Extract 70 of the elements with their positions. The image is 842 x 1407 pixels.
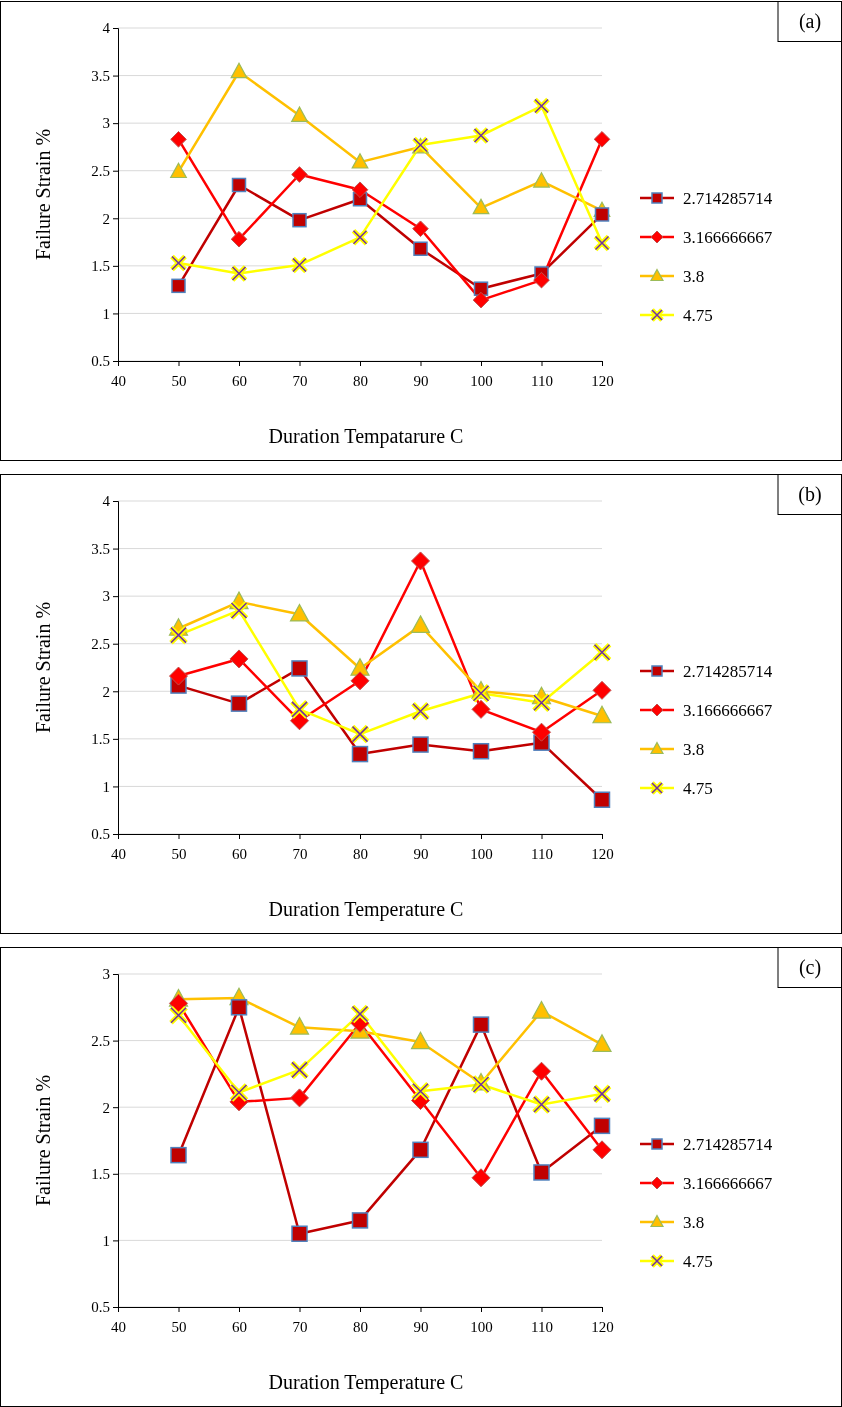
x-tick-label: 90 (413, 845, 429, 862)
legend-label: 3.8 (683, 267, 705, 286)
y-tick-label: 2 (102, 1099, 110, 1116)
legend-label: 2.714285714 (683, 189, 773, 208)
x-tick-label: 60 (232, 845, 247, 862)
y-tick-label: 0.5 (91, 353, 110, 370)
y-tick-label: 1 (102, 305, 110, 322)
x-tick-label: 80 (353, 845, 368, 862)
y-tick-label: 3.5 (91, 67, 110, 84)
y-tick-label: 1 (102, 778, 110, 795)
y-tick-label: 1.5 (91, 731, 110, 748)
x-tick-label: 40 (111, 1318, 126, 1335)
y-tick-label: 2 (102, 683, 110, 700)
y-tick-label: 3 (102, 588, 110, 605)
x-tick-label: 80 (353, 1318, 368, 1335)
text: (b) (798, 483, 822, 506)
y-axis-title: Failure Strain % (32, 1074, 54, 1207)
y-tick-label: 1 (102, 1232, 110, 1249)
legend-label: 2.714285714 (683, 1135, 773, 1154)
x-tick-label: 60 (232, 372, 247, 389)
y-tick-label: 3 (102, 115, 110, 132)
y-tick-label: 3 (102, 966, 110, 983)
y-tick-label: 2.5 (91, 163, 110, 180)
x-tick-label: 110 (531, 372, 553, 389)
x-tick-label: 90 (413, 1318, 429, 1335)
text: (c) (798, 956, 822, 979)
legend-label: 4.75 (683, 306, 713, 325)
x-tick-label: 80 (353, 372, 368, 389)
x-tick-label: 90 (413, 372, 429, 389)
x-tick-label: 40 (111, 372, 126, 389)
x-tick-label: 120 (591, 372, 614, 389)
text: (a) (798, 10, 822, 33)
legend-label: 4.75 (683, 1252, 713, 1271)
y-tick-label: 2 (102, 210, 110, 227)
y-tick-label: 1.5 (91, 258, 110, 275)
x-axis-title: Duration Tempatarure C (268, 425, 464, 448)
x-tick-label: 50 (171, 845, 187, 862)
legend-label: 3.166666667 (683, 701, 773, 720)
y-axis-title: Failure Strain % (32, 128, 54, 261)
x-tick-label: 70 (292, 845, 308, 862)
x-tick-label: 50 (171, 1318, 187, 1335)
x-tick-label: 50 (171, 372, 187, 389)
x-tick-label: 120 (591, 845, 614, 862)
legend-label: 3.8 (683, 1213, 705, 1232)
x-tick-label: 40 (111, 845, 126, 862)
legend-label: 3.8 (683, 740, 705, 759)
x-tick-label: 100 (470, 845, 493, 862)
x-axis-title: Duration Temperature C (268, 1371, 464, 1394)
x-tick-label: 110 (531, 845, 553, 862)
legend-label: 3.166666667 (683, 228, 773, 247)
y-tick-label: 1.5 (91, 1166, 110, 1183)
y-tick-label: 4 (102, 20, 111, 37)
x-tick-label: 70 (292, 1318, 308, 1335)
y-tick-label: 4 (102, 493, 111, 510)
y-tick-label: 3.5 (91, 540, 110, 557)
y-tick-label: 2.5 (91, 1032, 110, 1049)
x-tick-label: 120 (591, 1318, 614, 1335)
x-tick-label: 110 (531, 1318, 553, 1335)
legend-label: 2.714285714 (683, 662, 773, 681)
legend-label: 4.75 (683, 779, 713, 798)
y-tick-label: 2.5 (91, 636, 110, 653)
x-tick-label: 70 (292, 372, 308, 389)
legend-label: 3.166666667 (683, 1174, 773, 1193)
y-tick-label: 0.5 (91, 1299, 110, 1316)
x-tick-label: 100 (470, 1318, 493, 1335)
x-tick-label: 100 (470, 372, 493, 389)
x-tick-label: 60 (232, 1318, 247, 1335)
x-axis-title: Duration Temperature C (268, 898, 464, 921)
y-axis-title: Failure Strain % (32, 601, 54, 734)
y-tick-label: 0.5 (91, 826, 110, 843)
